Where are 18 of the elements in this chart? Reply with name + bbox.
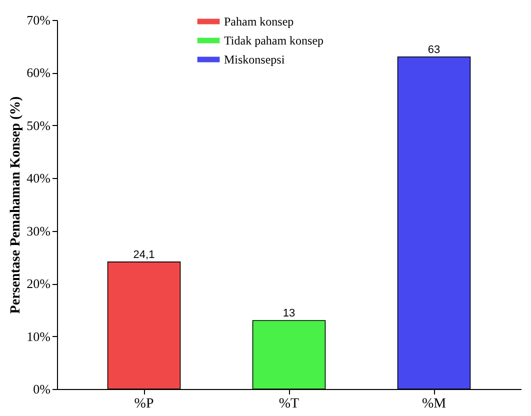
legend-label: Paham konsep xyxy=(224,14,294,28)
y-tick-label: 40% xyxy=(26,170,51,186)
y-tick-label: 30% xyxy=(26,223,51,238)
y-tick-label: 0% xyxy=(33,382,51,396)
y-tick-label: 60% xyxy=(26,65,51,80)
y-tick-label: 50% xyxy=(26,118,51,133)
data-label: 13 xyxy=(282,307,296,320)
legend-label: Tidak paham konsep xyxy=(224,34,324,48)
y-tick-label: 70% xyxy=(26,12,51,28)
x-tick-label: %P xyxy=(134,396,154,412)
x-tick-label: %T xyxy=(278,396,300,412)
legend-label: Miskonsepsi xyxy=(224,52,286,66)
x-tick-label: %M xyxy=(422,396,447,412)
data-label: 24,1 xyxy=(133,248,155,261)
data-label: 63 xyxy=(428,44,440,56)
y-tick-label: 20% xyxy=(26,276,51,292)
y-axis-title: Persentase Pemahaman Konsep (%) xyxy=(8,96,24,314)
y-tick-label: 10% xyxy=(26,328,51,344)
